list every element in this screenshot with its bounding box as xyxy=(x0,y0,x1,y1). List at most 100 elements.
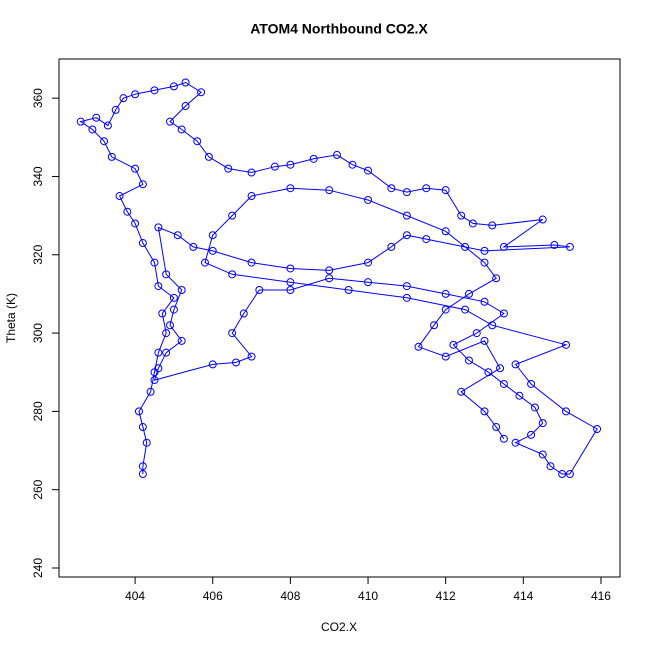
data-point xyxy=(181,78,190,87)
data-point xyxy=(441,352,450,361)
data-point xyxy=(457,387,466,396)
data-point xyxy=(364,258,373,267)
data-point xyxy=(464,289,473,298)
data-point xyxy=(546,462,555,471)
data-point xyxy=(154,223,163,232)
data-point xyxy=(414,342,423,351)
data-point xyxy=(123,207,132,216)
data-point xyxy=(565,242,574,251)
data-point xyxy=(200,258,209,267)
y-tick-label: 260 xyxy=(31,479,45,499)
data-point xyxy=(562,340,571,349)
data-point xyxy=(492,423,501,432)
data-point xyxy=(538,450,547,459)
data-point xyxy=(247,192,256,201)
data-point xyxy=(286,160,295,169)
data-point xyxy=(402,231,411,240)
x-tick-label: 412 xyxy=(436,589,456,603)
data-point xyxy=(325,274,334,283)
data-point xyxy=(286,278,295,287)
data-point xyxy=(364,278,373,287)
data-point xyxy=(131,219,140,228)
data-point xyxy=(488,321,497,330)
data-point xyxy=(387,184,396,193)
data-point xyxy=(131,164,140,173)
data-point xyxy=(103,121,112,130)
data-point xyxy=(247,168,256,177)
x-tick-label: 414 xyxy=(513,589,533,603)
data-point xyxy=(538,419,547,428)
data-point xyxy=(247,352,256,361)
data-point xyxy=(162,348,171,357)
data-point xyxy=(107,152,116,161)
data-point xyxy=(499,309,508,318)
data-point xyxy=(515,391,524,400)
data-point xyxy=(449,340,458,349)
data-point xyxy=(76,117,85,126)
data-point xyxy=(134,407,143,416)
data-point xyxy=(177,336,186,345)
data-point xyxy=(100,137,109,146)
data-point xyxy=(558,470,567,479)
data-point xyxy=(422,235,431,244)
data-point xyxy=(154,348,163,357)
y-tick-label: 300 xyxy=(31,323,45,343)
y-tick-label: 320 xyxy=(31,244,45,264)
y-tick-label: 240 xyxy=(31,558,45,578)
data-point xyxy=(177,125,186,134)
data-point xyxy=(461,242,470,251)
data-point xyxy=(480,258,489,267)
data-point xyxy=(430,321,439,330)
data-point xyxy=(441,227,450,236)
data-point xyxy=(480,407,489,416)
data-point xyxy=(138,470,147,479)
data-point xyxy=(150,86,159,95)
data-point xyxy=(142,438,151,447)
data-point xyxy=(402,211,411,220)
data-point xyxy=(193,137,202,146)
data-point xyxy=(402,282,411,291)
data-point xyxy=(441,289,450,298)
x-tick-label: 416 xyxy=(591,589,611,603)
data-point xyxy=(169,305,178,314)
data-point xyxy=(441,305,450,314)
data-point xyxy=(150,376,159,385)
data-point xyxy=(488,221,497,230)
data-point xyxy=(538,215,547,224)
data-point xyxy=(270,162,279,171)
data-point xyxy=(228,270,237,279)
data-point xyxy=(189,242,198,251)
data-point xyxy=(484,368,493,377)
data-point xyxy=(166,321,175,330)
data-point xyxy=(527,430,536,439)
data-point xyxy=(154,364,163,373)
data-point xyxy=(286,286,295,295)
data-point xyxy=(247,258,256,267)
data-point xyxy=(457,211,466,220)
data-point xyxy=(332,150,341,159)
data-point xyxy=(239,309,248,318)
data-point xyxy=(158,309,167,318)
data-point xyxy=(402,293,411,302)
data-point xyxy=(131,90,140,99)
data-point xyxy=(119,94,128,103)
y-tick-label: 340 xyxy=(31,166,45,186)
x-tick-label: 404 xyxy=(125,589,145,603)
data-point xyxy=(173,231,182,240)
data-point xyxy=(224,164,233,173)
data-point xyxy=(111,105,120,114)
data-point xyxy=(461,305,470,314)
data-point xyxy=(309,154,318,163)
data-point xyxy=(325,266,334,275)
data-point xyxy=(138,180,147,189)
data-point xyxy=(468,219,477,228)
data-point xyxy=(348,160,357,169)
data-point xyxy=(496,364,505,373)
data-point xyxy=(286,264,295,273)
data-point xyxy=(232,358,241,367)
data-point xyxy=(527,379,536,388)
data-point xyxy=(480,336,489,345)
data-point xyxy=(197,88,206,97)
data-point xyxy=(162,270,171,279)
